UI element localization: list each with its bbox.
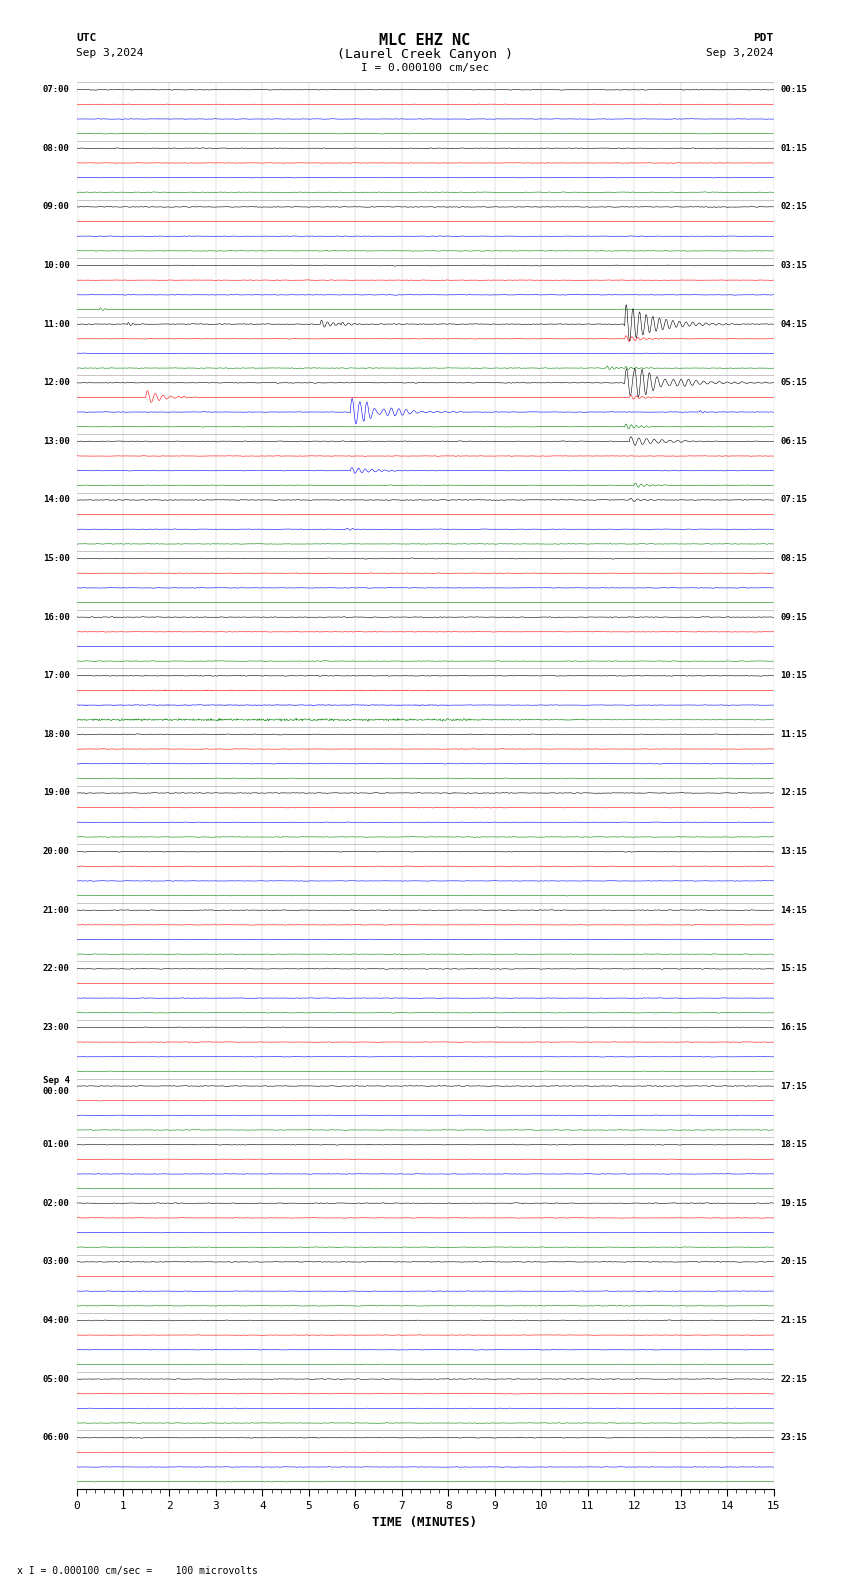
Text: 20:15: 20:15 <box>780 1258 808 1266</box>
Text: I = 0.000100 cm/sec: I = 0.000100 cm/sec <box>361 63 489 73</box>
Text: 15:00: 15:00 <box>42 554 70 562</box>
Text: 23:15: 23:15 <box>780 1434 808 1441</box>
Text: 17:00: 17:00 <box>42 672 70 680</box>
Text: 22:00: 22:00 <box>42 965 70 973</box>
Text: 15:15: 15:15 <box>780 965 808 973</box>
Text: x I = 0.000100 cm/sec =    100 microvolts: x I = 0.000100 cm/sec = 100 microvolts <box>17 1567 258 1576</box>
Text: 06:00: 06:00 <box>42 1434 70 1441</box>
Text: 09:00: 09:00 <box>42 203 70 211</box>
Text: 16:15: 16:15 <box>780 1023 808 1031</box>
Text: 18:00: 18:00 <box>42 730 70 738</box>
Text: 10:00: 10:00 <box>42 261 70 269</box>
Text: 23:00: 23:00 <box>42 1023 70 1031</box>
Text: 06:15: 06:15 <box>780 437 808 445</box>
Text: 04:15: 04:15 <box>780 320 808 328</box>
Text: 05:00: 05:00 <box>42 1375 70 1383</box>
Text: 09:15: 09:15 <box>780 613 808 621</box>
Text: 13:00: 13:00 <box>42 437 70 445</box>
Text: 13:15: 13:15 <box>780 847 808 855</box>
X-axis label: TIME (MINUTES): TIME (MINUTES) <box>372 1516 478 1529</box>
Text: 12:00: 12:00 <box>42 379 70 386</box>
Text: PDT: PDT <box>753 33 774 43</box>
Text: 22:15: 22:15 <box>780 1375 808 1383</box>
Text: 07:15: 07:15 <box>780 496 808 504</box>
Text: 11:15: 11:15 <box>780 730 808 738</box>
Text: 10:15: 10:15 <box>780 672 808 680</box>
Text: UTC: UTC <box>76 33 97 43</box>
Text: 12:15: 12:15 <box>780 789 808 797</box>
Text: 18:15: 18:15 <box>780 1140 808 1148</box>
Text: 01:00: 01:00 <box>42 1140 70 1148</box>
Text: 01:15: 01:15 <box>780 144 808 152</box>
Text: 19:15: 19:15 <box>780 1199 808 1207</box>
Text: 08:00: 08:00 <box>42 144 70 152</box>
Text: 20:00: 20:00 <box>42 847 70 855</box>
Text: 19:00: 19:00 <box>42 789 70 797</box>
Text: 11:00: 11:00 <box>42 320 70 328</box>
Text: 07:00: 07:00 <box>42 86 70 93</box>
Text: 03:15: 03:15 <box>780 261 808 269</box>
Text: 02:15: 02:15 <box>780 203 808 211</box>
Text: MLC EHZ NC: MLC EHZ NC <box>379 33 471 48</box>
Text: 00:15: 00:15 <box>780 86 808 93</box>
Text: (Laurel Creek Canyon ): (Laurel Creek Canyon ) <box>337 48 513 60</box>
Text: Sep 4
00:00: Sep 4 00:00 <box>42 1077 70 1096</box>
Text: 02:00: 02:00 <box>42 1199 70 1207</box>
Text: 21:00: 21:00 <box>42 906 70 914</box>
Text: Sep 3,2024: Sep 3,2024 <box>706 48 774 57</box>
Text: 14:00: 14:00 <box>42 496 70 504</box>
Text: 03:00: 03:00 <box>42 1258 70 1266</box>
Text: 08:15: 08:15 <box>780 554 808 562</box>
Text: 16:00: 16:00 <box>42 613 70 621</box>
Text: 21:15: 21:15 <box>780 1316 808 1324</box>
Text: 04:00: 04:00 <box>42 1316 70 1324</box>
Text: Sep 3,2024: Sep 3,2024 <box>76 48 144 57</box>
Text: 17:15: 17:15 <box>780 1082 808 1090</box>
Text: 05:15: 05:15 <box>780 379 808 386</box>
Text: 14:15: 14:15 <box>780 906 808 914</box>
